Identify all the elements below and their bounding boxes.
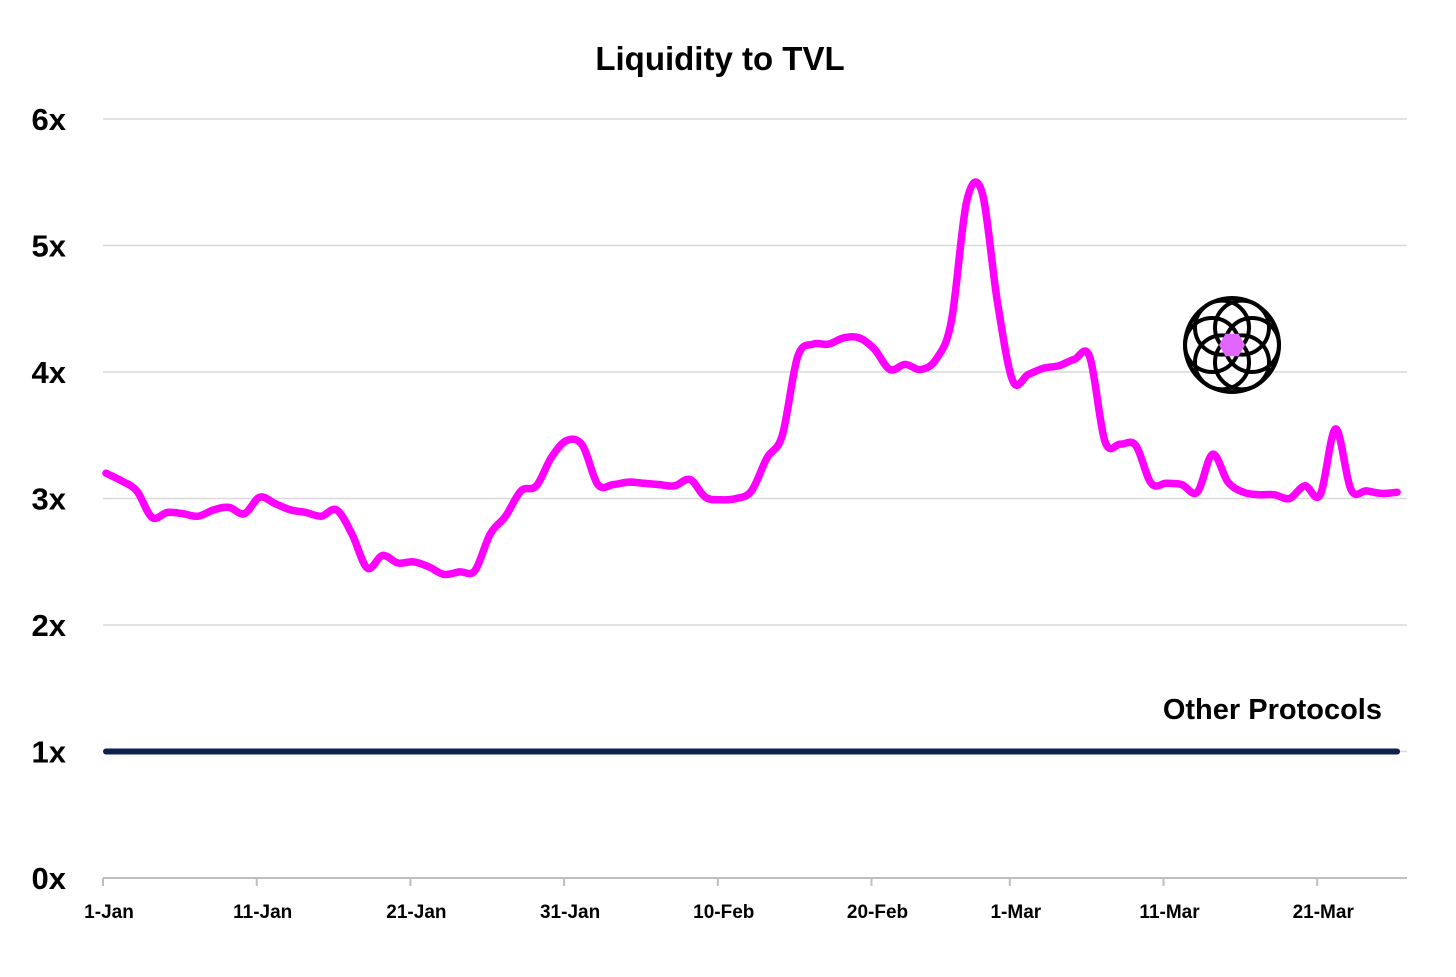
y-tick-label: 1x [32,735,67,770]
logo-petals [1183,296,1281,394]
liquidity-to-tvl-line [102,178,1401,579]
protocol-logo-icon [1183,296,1281,394]
x-tick-label: 11-Jan [233,902,292,923]
x-tick-label: 1-Jan [84,902,134,923]
x-tick-label: 21-Jan [386,902,446,923]
logo-center-hexagon [1219,333,1245,357]
y-tick-label: 0x [32,861,67,896]
logo-ring [1183,296,1281,394]
other-protocols-label: Other Protocols [1163,694,1382,726]
y-tick-label: 2x [32,608,67,643]
x-tick-label: 1-Mar [990,902,1041,923]
x-tick-label: 31-Jan [540,902,600,923]
y-tick-label: 4x [32,355,67,390]
x-tick-label: 21-Mar [1293,902,1355,923]
y-tick-label: 6x [32,102,67,137]
series-lines [102,178,1401,755]
grid-lines [103,118,1407,753]
y-tick-label: 5x [32,229,67,264]
y-tick-label: 3x [32,482,67,517]
x-tick-label: 11-Mar [1139,902,1200,923]
chart-title: Liquidity to TVL [595,40,844,77]
y-axis-ticks: 0x 1x 2x 3x 4x 5x 6x [32,102,67,896]
x-tick-label: 10-Feb [693,902,754,923]
x-tick-label: 20-Feb [847,902,908,923]
x-axis-ticks: 1-Jan 11-Jan 21-Jan 31-Jan 10-Feb 20-Feb 1-Mar… [84,877,1407,923]
